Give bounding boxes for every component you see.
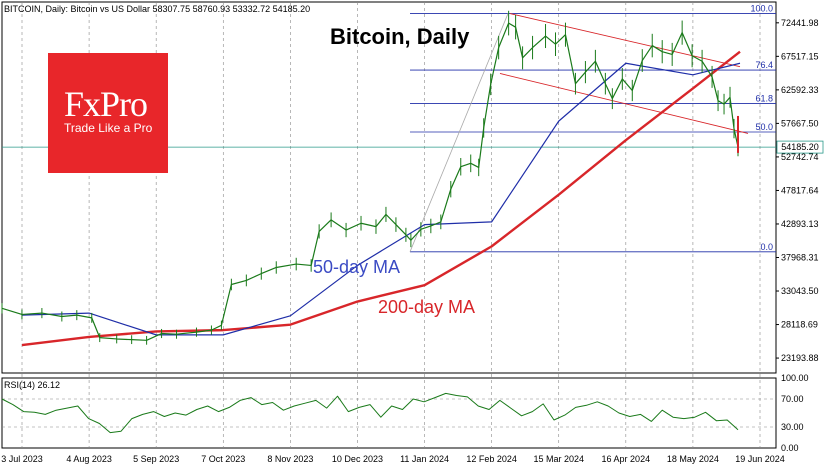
y-tick-label: 33043.50: [781, 286, 819, 296]
rsi-tick-label: 30.00: [781, 422, 804, 432]
current-price-tag: [776, 140, 824, 154]
x-tick-label: 5 Sep 2023: [133, 454, 179, 464]
channel-upper-line: [509, 13, 741, 68]
y-tick-label: 28118.69: [781, 320, 818, 330]
rsi-tick-label: 100.00: [781, 373, 809, 383]
x-tick-label: 18 May 2024: [667, 454, 719, 464]
fib-trendline: [409, 13, 509, 252]
x-tick-label: 3 Jul 2023: [1, 454, 43, 464]
x-tick-label: 7 Oct 2023: [201, 454, 245, 464]
main-panel-frame: [1, 1, 777, 374]
x-tick-label: 12 Feb 2024: [466, 454, 517, 464]
x-tick-label: 15 Mar 2024: [533, 454, 584, 464]
rsi-header: RSI(14) 26.12: [4, 380, 61, 390]
y-tick-label: 23193.88: [781, 353, 819, 363]
rsi-line: [1, 392, 739, 434]
fib-level-label: 61.8: [755, 93, 773, 103]
y-tick-label: 42893.13: [781, 219, 819, 229]
ma200-line: [21, 50, 741, 347]
y-tick-label: 52742.74: [781, 152, 819, 162]
rsi-panel-frame: [1, 377, 777, 449]
fxpro-logo: FxPro Trade Like a Pro: [48, 53, 168, 173]
fib-level-label: 0.0: [760, 242, 773, 252]
rsi-tick-label: 0.00: [781, 443, 799, 453]
rsi-tick-label: 70.00: [781, 394, 804, 404]
current-price-label: 54185.20: [781, 142, 819, 152]
x-tick-label: 4 Aug 2023: [66, 454, 112, 464]
y-tick-label: 47817.64: [781, 185, 819, 195]
x-tick-label: 8 Nov 2023: [267, 454, 313, 464]
symbol-header: BITCOIN, Daily: Bitcoin vs US Dollar 583…: [4, 4, 311, 14]
y-tick-label: 62592.33: [781, 85, 819, 95]
ma50-label: 50-day MA: [313, 257, 401, 277]
ma200-label: 200-day MA: [378, 297, 476, 317]
x-tick-label: 19 Jun 2024: [735, 454, 785, 464]
x-tick-label: 16 Apr 2024: [602, 454, 651, 464]
y-tick-label: 67517.15: [781, 51, 819, 61]
fib-level-label: 50.0: [755, 122, 773, 132]
chart-title: Bitcoin, Daily: [330, 24, 470, 49]
channel-lower-line: [499, 73, 749, 134]
ma50-line: [21, 62, 741, 336]
logo-tagline: Trade Like a Pro: [64, 121, 153, 135]
y-tick-label: 37968.31: [781, 252, 819, 262]
fib-level-label: 100.0: [750, 4, 773, 14]
logo-brand: FxPro: [64, 84, 148, 124]
x-tick-label: 10 Dec 2023: [332, 454, 383, 464]
y-tick-label: 57667.50: [781, 118, 819, 128]
y-tick-label: 72441.98: [781, 18, 819, 28]
x-tick-label: 11 Jan 2024: [400, 454, 449, 464]
fib-level-label: 76.4: [755, 60, 773, 70]
